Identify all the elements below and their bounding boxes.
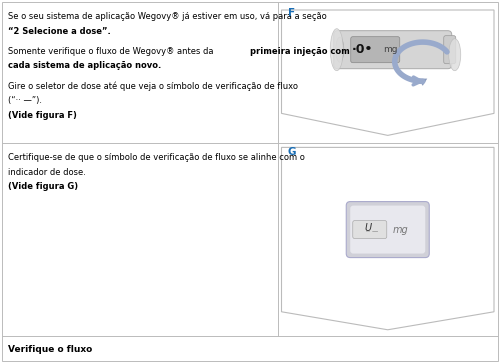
FancyBboxPatch shape [350,205,426,254]
Ellipse shape [449,39,461,71]
Polygon shape [282,10,494,135]
Text: Gire o seletor de dose até que veja o símbolo de verificação de fluxo: Gire o seletor de dose até que veja o sí… [8,82,298,91]
Text: F: F [288,8,294,18]
Text: indicador de dose.: indicador de dose. [8,168,86,177]
Text: (Vide figura F): (Vide figura F) [8,111,77,119]
Text: cada sistema de aplicação novo.: cada sistema de aplicação novo. [8,61,161,70]
Text: Certifique-se de que o símbolo de verificação de fluxo se alinhe com o: Certifique-se de que o símbolo de verifi… [8,154,305,162]
FancyBboxPatch shape [351,37,400,63]
Text: Somente verifique o fluxo de Wegovy® antes da: Somente verifique o fluxo de Wegovy® ant… [8,47,216,56]
Ellipse shape [336,37,344,62]
Polygon shape [418,79,427,86]
Text: Se o seu sistema de aplicação Wegovy® já estiver em uso, vá para a seção: Se o seu sistema de aplicação Wegovy® já… [8,12,327,21]
Text: (“·· —”).: (“·· —”). [8,96,42,105]
Text: primeira injeção com: primeira injeção com [250,47,350,56]
FancyBboxPatch shape [353,221,387,238]
FancyBboxPatch shape [334,31,452,69]
Text: Verifique o fluxo: Verifique o fluxo [8,345,92,354]
Text: U: U [364,223,372,233]
Text: ·· —: ·· — [366,229,378,234]
Polygon shape [282,147,494,330]
Ellipse shape [330,29,344,71]
Text: ·0•: ·0• [352,43,374,56]
Text: mg: mg [393,225,408,234]
Text: “2 Selecione a dose”.: “2 Selecione a dose”. [8,26,111,36]
Text: mg: mg [383,45,397,54]
Text: (Vide figura G): (Vide figura G) [8,182,78,191]
FancyBboxPatch shape [346,201,430,258]
Text: G: G [288,147,296,158]
FancyBboxPatch shape [444,36,456,64]
